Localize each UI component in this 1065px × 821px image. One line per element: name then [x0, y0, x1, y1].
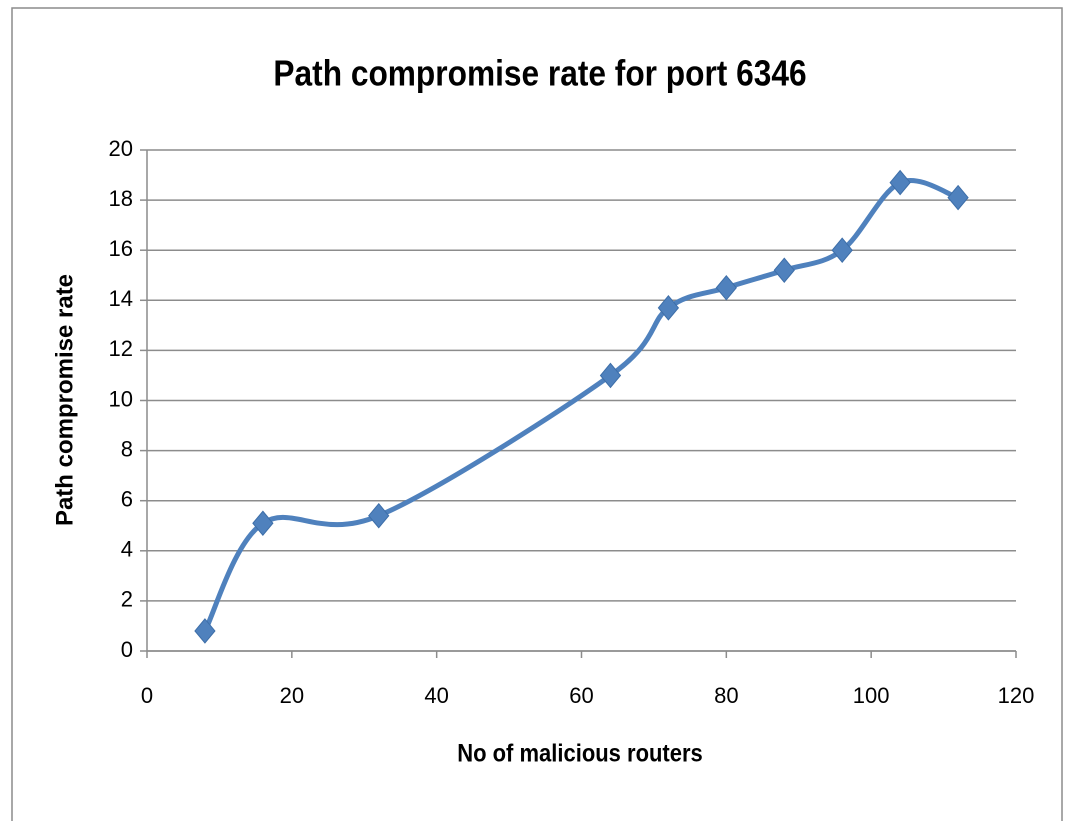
data-marker	[194, 618, 216, 644]
y-tick-label: 18	[109, 186, 133, 211]
y-tick-label: 14	[109, 286, 133, 311]
y-tick-label: 0	[121, 637, 133, 662]
chart-title: Path compromise rate for port 6346	[273, 54, 806, 94]
x-tick-label: 40	[424, 683, 448, 708]
data-marker	[831, 237, 853, 263]
data-marker	[889, 169, 911, 196]
x-tick-label: 100	[853, 683, 890, 708]
x-axis-label: No of malicious routers	[457, 739, 703, 767]
y-tick-label: 2	[121, 587, 133, 612]
x-tick-label: 80	[714, 683, 738, 708]
x-tick-label: 20	[280, 683, 304, 708]
data-marker	[773, 257, 795, 284]
data-marker	[368, 502, 390, 529]
chart-border	[11, 7, 1063, 821]
y-tick-label: 12	[109, 336, 133, 361]
y-tick-label: 20	[109, 136, 133, 161]
y-tick-label: 6	[121, 487, 133, 512]
data-marker	[252, 510, 274, 537]
y-tick-label: 16	[109, 236, 133, 261]
y-tick-label: 4	[121, 537, 133, 562]
y-axis-label: Path compromise rate	[51, 274, 78, 526]
data-marker	[947, 184, 969, 211]
x-tick-label: 120	[998, 683, 1035, 708]
data-marker	[715, 274, 737, 301]
data-marker	[657, 295, 680, 321]
x-tick-label: 60	[569, 683, 593, 708]
y-tick-label: 8	[121, 436, 133, 461]
data-marker	[599, 362, 622, 389]
series-line	[202, 178, 959, 633]
x-tick-label: 0	[141, 683, 153, 708]
y-tick-label: 10	[109, 386, 133, 411]
